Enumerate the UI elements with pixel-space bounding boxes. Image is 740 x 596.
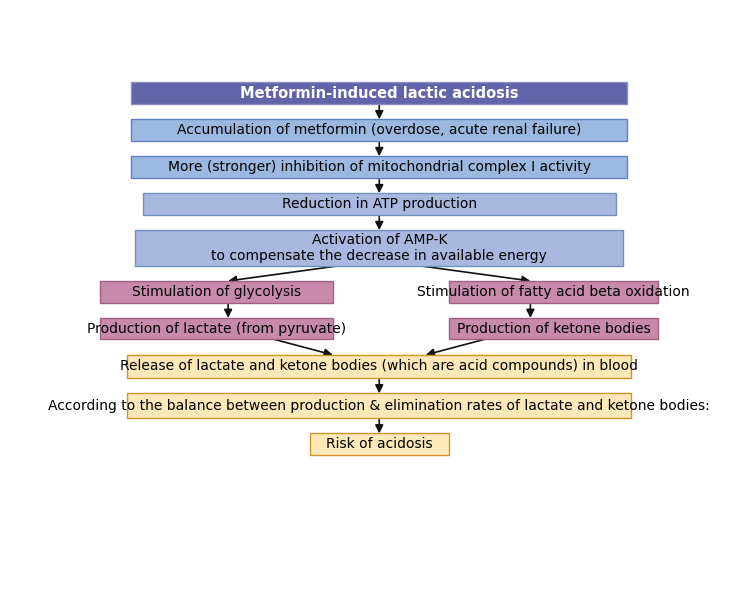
- FancyBboxPatch shape: [143, 193, 616, 215]
- Text: Stimulation of fatty acid beta oxidation: Stimulation of fatty acid beta oxidation: [417, 285, 690, 299]
- Text: Production of lactate (from pyruvate): Production of lactate (from pyruvate): [87, 322, 346, 336]
- Text: Release of lactate and ketone bodies (which are acid compounds) in blood: Release of lactate and ketone bodies (wh…: [120, 359, 638, 374]
- FancyBboxPatch shape: [100, 318, 333, 340]
- FancyBboxPatch shape: [135, 230, 623, 266]
- Text: According to the balance between production & elimination rates of lactate and k: According to the balance between product…: [48, 399, 710, 412]
- Text: Production of ketone bodies: Production of ketone bodies: [457, 322, 650, 336]
- FancyBboxPatch shape: [131, 82, 628, 104]
- Text: More (stronger) inhibition of mitochondrial complex I activity: More (stronger) inhibition of mitochondr…: [168, 160, 591, 174]
- FancyBboxPatch shape: [127, 393, 631, 418]
- Text: Reduction in ATP production: Reduction in ATP production: [282, 197, 477, 211]
- Text: Stimulation of glycolysis: Stimulation of glycolysis: [132, 285, 301, 299]
- FancyBboxPatch shape: [449, 318, 659, 340]
- FancyBboxPatch shape: [127, 355, 631, 378]
- FancyBboxPatch shape: [131, 119, 628, 141]
- FancyBboxPatch shape: [449, 281, 659, 303]
- Text: Risk of acidosis: Risk of acidosis: [326, 437, 433, 451]
- FancyBboxPatch shape: [309, 433, 449, 455]
- Text: Activation of AMP-K
to compensate the decrease in available energy: Activation of AMP-K to compensate the de…: [212, 233, 547, 263]
- Text: Accumulation of metformin (overdose, acute renal failure): Accumulation of metformin (overdose, acu…: [177, 123, 582, 137]
- FancyBboxPatch shape: [131, 156, 628, 178]
- Text: Metformin-induced lactic acidosis: Metformin-induced lactic acidosis: [240, 86, 519, 101]
- FancyBboxPatch shape: [100, 281, 333, 303]
